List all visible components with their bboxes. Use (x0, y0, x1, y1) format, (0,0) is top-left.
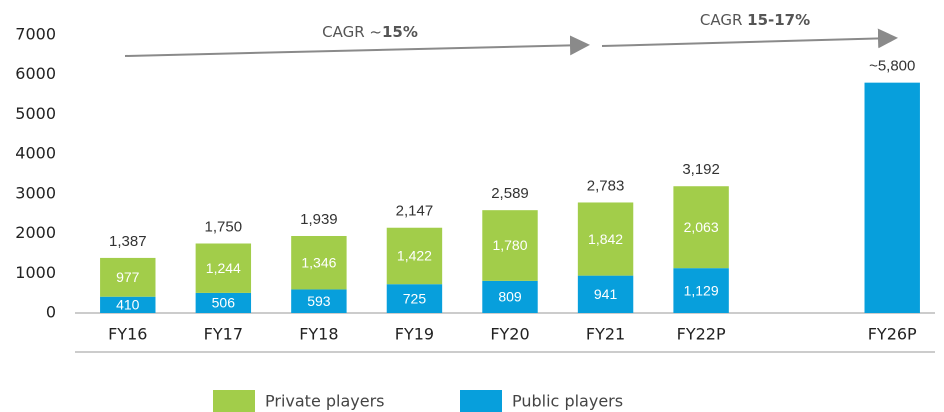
x-tick-label: FY21 (586, 325, 625, 344)
bar-segment (673, 186, 729, 269)
segment-label: 506 (212, 295, 236, 311)
bar-segment (482, 210, 538, 281)
segment-label: 1,422 (397, 248, 432, 264)
segment-label: 2,063 (684, 219, 719, 235)
x-tick-label: FY16 (108, 325, 147, 344)
bar-segment (195, 243, 252, 293)
y-tick-label: 0 (46, 303, 56, 322)
bar-segment (577, 275, 634, 313)
x-tick-label: FY22P (677, 325, 726, 344)
segment-label: 809 (498, 289, 522, 305)
y-tick-label: 3000 (15, 183, 56, 202)
segment-label: 1,780 (492, 237, 527, 253)
legend-label: Private players (265, 392, 385, 411)
segment-label: 941 (594, 286, 618, 302)
x-tick-label: FY18 (299, 325, 338, 344)
bar-segment (100, 296, 156, 313)
cagr-arrow (124, 35, 590, 57)
y-tick-label: 6000 (15, 64, 56, 83)
segment-label: 593 (307, 293, 331, 309)
bar-segment (291, 235, 347, 290)
segment-label: 1,244 (206, 260, 241, 276)
bar-segment (577, 202, 634, 276)
bar-segment (195, 292, 252, 313)
total-label: 3,192 (682, 161, 720, 178)
total-label: 2,589 (491, 185, 529, 202)
legend-swatch (460, 390, 502, 412)
total-label: 2,147 (396, 203, 434, 220)
bar-segment (386, 284, 443, 313)
x-tick-label: FY17 (204, 325, 243, 344)
y-tick-label: 4000 (15, 144, 56, 163)
cagr-arrow (601, 28, 898, 49)
bar-segment (100, 257, 156, 297)
segment-label: 410 (116, 297, 140, 313)
y-tick-label: 5000 (15, 104, 56, 123)
x-tick-label: FY19 (395, 325, 434, 344)
bar-segment (482, 280, 538, 313)
y-tick-label: 1000 (15, 263, 56, 282)
cagr-annotation: CAGR ~15% (322, 23, 418, 41)
bar-segment (864, 82, 920, 314)
legend-label: Public players (512, 392, 623, 411)
bar-segment (291, 289, 347, 313)
segment-label: 1,346 (301, 254, 336, 270)
total-label: 1,939 (300, 211, 338, 228)
y-tick-label: 2000 (15, 223, 56, 242)
x-tick-label: FY26P (868, 325, 917, 344)
segment-label: 977 (116, 269, 140, 285)
legend-swatch (213, 390, 255, 412)
bar-segment (386, 227, 443, 285)
total-label: 2,783 (587, 177, 625, 194)
total-label: ~5,800 (869, 58, 915, 75)
bar-segment (673, 268, 729, 313)
segment-label: 725 (403, 290, 427, 306)
x-tick-label: FY20 (490, 325, 529, 344)
segment-label: 1,129 (684, 282, 719, 298)
total-label: 1,750 (205, 218, 243, 235)
cagr-annotation: CAGR 15-17% (700, 11, 810, 29)
segment-label: 1,842 (588, 231, 623, 247)
y-tick-label: 7000 (15, 25, 56, 44)
total-label: 1,387 (109, 233, 147, 250)
